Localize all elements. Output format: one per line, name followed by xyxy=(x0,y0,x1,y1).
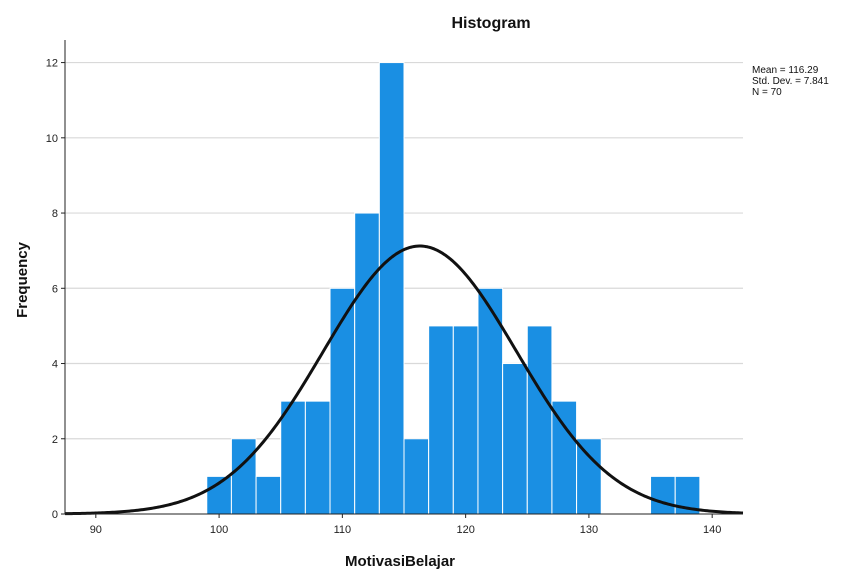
histogram-bar-115-117 xyxy=(403,438,430,515)
x-axis-label: MotivasiBelajar xyxy=(345,553,455,570)
y-tick-label-6: 6 xyxy=(52,283,58,295)
histogram-bar-109-111 xyxy=(329,287,356,515)
y-tick-label-8: 8 xyxy=(52,208,58,220)
normal-curve xyxy=(64,244,744,516)
histogram-bar-111-113 xyxy=(354,212,380,515)
histogram-bar-107-109 xyxy=(304,400,331,515)
stats-std-dev: Std. Dev. = 7.841 xyxy=(752,76,829,87)
normal-curve-layer xyxy=(64,244,744,516)
x-tick-label-110: 110 xyxy=(334,524,352,536)
x-tick-label-90: 90 xyxy=(90,524,102,536)
histogram-bar-113-115 xyxy=(378,62,405,515)
y-tick-label-2: 2 xyxy=(52,434,58,446)
stats-mean: Mean = 116.29 xyxy=(752,65,819,76)
histogram-bar-119-121 xyxy=(452,325,479,515)
histogram-bar-121-123 xyxy=(477,287,504,515)
histogram-bar-125-127 xyxy=(526,325,553,515)
histogram-bar-129-131 xyxy=(576,438,602,515)
axes xyxy=(64,40,743,515)
histogram-bar-123-125 xyxy=(502,363,528,515)
histogram-bar-117-119 xyxy=(428,325,454,515)
tick-labels: 0 2 4 6 8 10 12 90 100 110 120 130 140 xyxy=(46,58,722,536)
histogram-bar-127-129 xyxy=(551,400,578,515)
summary-statistics: Mean = 116.29 Std. Dev. = 7.841 N = 70 xyxy=(752,65,829,98)
histogram-bar-135-137 xyxy=(650,475,676,515)
x-tick-label-120: 120 xyxy=(456,524,474,536)
x-tick-label-140: 140 xyxy=(703,524,721,536)
y-tick-label-12: 12 xyxy=(46,58,58,70)
y-tick-label-4: 4 xyxy=(52,359,58,371)
chart-title: Histogram xyxy=(451,15,530,32)
histogram-bar-105-107 xyxy=(280,400,306,515)
x-tick-label-130: 130 xyxy=(580,524,598,536)
histogram-bar-101-103 xyxy=(230,438,257,515)
y-tick-label-10: 10 xyxy=(46,133,58,145)
stats-n: N = 70 xyxy=(752,87,782,98)
y-tick-label-0: 0 xyxy=(52,509,58,521)
x-tick-label-100: 100 xyxy=(210,524,228,536)
histogram-bar-103-105 xyxy=(255,475,282,515)
y-axis-label: Frequency xyxy=(14,241,31,318)
